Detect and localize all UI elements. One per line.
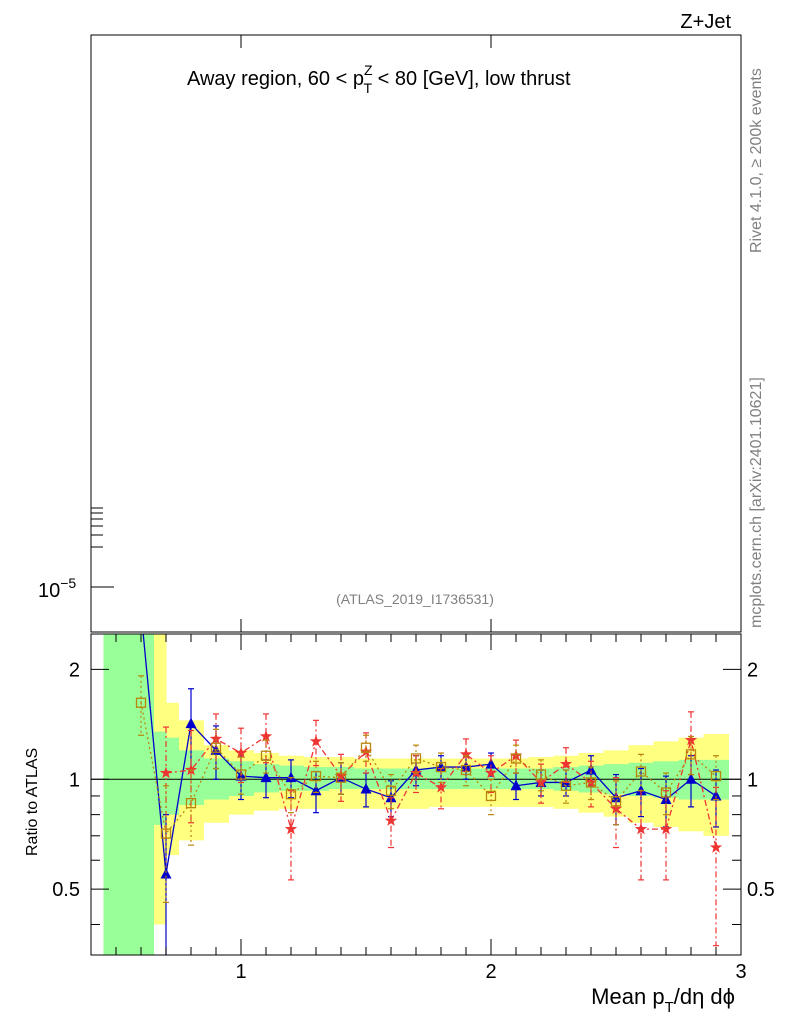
data-point: [160, 868, 172, 879]
series-layer: [135, 604, 723, 955]
process-label: Z+Jet: [680, 11, 731, 33]
data-point: [634, 822, 648, 835]
upper-panel-frame: [90, 34, 742, 633]
lower-panel-labels: 0.5 0.5 1 1 2 2 1 2 3: [52, 659, 775, 983]
data-point: [335, 772, 347, 783]
data-point: [659, 822, 673, 835]
data-point: [185, 798, 197, 809]
data-point: [560, 780, 572, 791]
ytick-label-left: 1: [69, 769, 80, 791]
data-point: [260, 750, 272, 761]
band-green: [103, 634, 129, 955]
data-point: [210, 742, 222, 753]
uncertainty-bands: [103, 634, 729, 955]
data-point: [509, 749, 523, 761]
data-point: [160, 828, 172, 839]
data-point: [434, 780, 448, 793]
data-point: [409, 766, 423, 779]
data-point: [510, 753, 522, 764]
side-label-top: Rivet 4.1.0, ≥ 200k events: [748, 68, 765, 253]
data-point: [334, 769, 348, 782]
upper-panel-xticks: [240, 35, 492, 632]
data-point: [410, 753, 422, 764]
data-point: [385, 785, 397, 796]
data-point: [585, 764, 597, 775]
data-point: [284, 822, 298, 835]
data-point: [360, 742, 372, 753]
series-line: [165, 735, 717, 848]
xtick-label: 3: [735, 961, 746, 983]
data-point: [159, 766, 173, 779]
data-point: [684, 733, 698, 746]
data-point: [459, 747, 473, 760]
data-point: [660, 787, 672, 798]
data-point: [485, 790, 497, 802]
data-point: [685, 749, 697, 760]
x-axis-label: Mean pT/dη dϕ: [591, 984, 735, 1016]
ytick-label-right: 2: [747, 659, 758, 681]
xtick-label: 1: [235, 961, 246, 983]
data-point: [585, 777, 597, 788]
data-point: [460, 764, 472, 776]
data-point: [209, 732, 223, 745]
series-line: [142, 634, 717, 875]
data-point: [710, 770, 722, 782]
series-brown-squares: [135, 675, 722, 903]
data-point: [384, 814, 398, 826]
data-point: [135, 697, 147, 708]
data-point: [260, 771, 272, 783]
data-point: [510, 779, 522, 791]
data-point: [310, 770, 322, 782]
data-point: [535, 769, 547, 780]
ytick-label-right: 0.5: [747, 879, 775, 901]
data-point: [485, 758, 497, 769]
data-point: [559, 757, 573, 770]
data-point: [484, 766, 498, 779]
data-point: [635, 766, 647, 777]
data-point: [385, 791, 397, 803]
side-label-bottom: mcplots.cern.ch [arXiv:2401.10621]: [748, 377, 765, 628]
ytick-label-right: 1: [747, 769, 758, 791]
data-point: [285, 771, 297, 783]
data-point: [234, 746, 248, 759]
band-green: [166, 737, 179, 815]
chart-title: Away region, 60 < pZ T < 80 [GeV], low th…: [187, 62, 571, 96]
data-point: [360, 783, 372, 794]
ytick-label-left: 2: [69, 659, 80, 681]
ytick-label-left: 0.5: [52, 879, 80, 901]
data-point: [184, 763, 198, 776]
band-green: [153, 731, 167, 825]
data-point: [259, 729, 273, 742]
data-point: [584, 776, 598, 788]
data-point: [185, 717, 197, 729]
upper-ytick-label: 10−5: [38, 575, 76, 602]
data-point: [685, 773, 697, 784]
xtick-label: 2: [485, 961, 496, 983]
data-point: [285, 789, 297, 800]
data-point: [609, 802, 623, 814]
data-point: [710, 789, 722, 801]
data-point: [610, 796, 622, 807]
y-axis-label: Ratio to ATLAS: [24, 748, 41, 856]
watermark: (ATLAS_2019_I1736531): [336, 591, 494, 607]
data-point: [709, 841, 723, 853]
upper-panel-yticks: [91, 507, 114, 588]
lower-panel-ticks: [91, 634, 742, 955]
data-point: [435, 761, 447, 773]
data-point: [136, 604, 147, 615]
data-point: [235, 769, 247, 780]
data-point: [309, 734, 323, 747]
